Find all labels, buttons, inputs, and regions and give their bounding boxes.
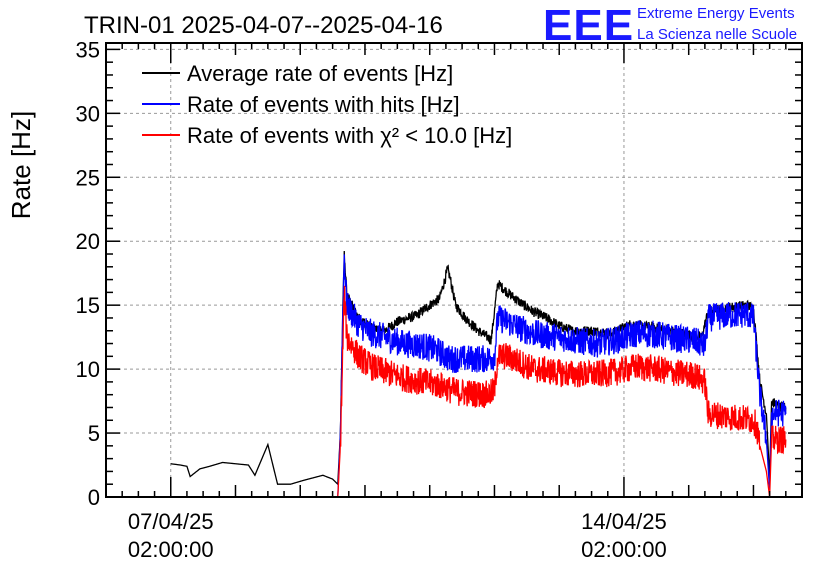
x-tick-label-date: 07/04/25 <box>128 509 214 534</box>
axes: 0 5 10 15 20 25 30 35 07/04/25 02:00:00 14/04/25 02… <box>76 37 803 562</box>
y-tick-label: 15 <box>76 293 100 318</box>
y-tick-label: 25 <box>76 165 100 190</box>
chart-title: TRIN-01 2025-04-07--2025-04-16 <box>84 12 443 39</box>
legend-entry: Average rate of events [Hz] <box>187 61 453 86</box>
x-tick-label-date: 14/04/25 <box>581 509 667 534</box>
y-tick-label: 30 <box>76 101 100 126</box>
logo-line-1: Extreme Energy Events <box>637 5 795 22</box>
y-tick-label: 35 <box>76 37 100 62</box>
series-lines <box>170 250 787 498</box>
y-tick-label: 5 <box>88 421 100 446</box>
y-tick-label: 20 <box>76 229 100 254</box>
legend-entry: Rate of events with χ² < 10.0 [Hz] <box>187 123 512 148</box>
y-axis-label: Rate [Hz] <box>6 111 36 219</box>
x-tick-label-time: 02:00:00 <box>128 537 214 562</box>
x-tick-label-time: 02:00:00 <box>581 537 667 562</box>
eee-logo-mark: EEE <box>543 1 634 50</box>
logo-line-2: La Scienza nelle Scuole <box>637 26 797 43</box>
grid <box>106 43 802 497</box>
y-tick-label: 10 <box>76 357 100 382</box>
y-tick-label: 0 <box>88 485 100 510</box>
series-line-3 <box>170 285 787 498</box>
legend: Average rate of events [Hz] Rate of event… <box>142 61 512 148</box>
legend-entry: Rate of events with hits [Hz] <box>187 92 460 117</box>
plot-frame <box>105 42 803 498</box>
eee-logo: EEE Extreme Energy Events La Scienza nel… <box>543 1 797 50</box>
